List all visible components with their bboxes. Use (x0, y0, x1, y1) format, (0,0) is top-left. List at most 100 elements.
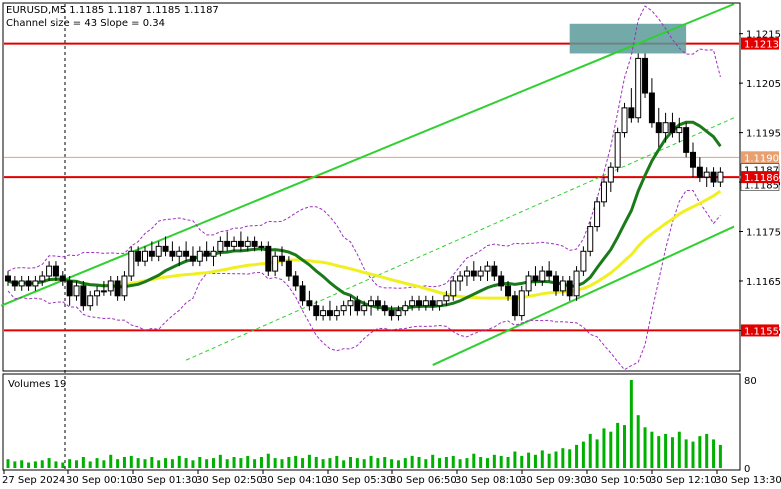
price-pane-frame (2, 2, 741, 372)
channel-lower (432, 225, 735, 366)
candle-body (285, 260, 292, 277)
time-tick-label: 30 Sep 12:10 (650, 475, 717, 486)
candle-body (189, 255, 196, 262)
candle-body (553, 275, 559, 292)
candle-body (258, 245, 265, 248)
candle-body (46, 265, 53, 277)
candle-body (559, 280, 566, 292)
candle-body (539, 270, 546, 282)
candle-body (203, 250, 210, 257)
candle-body (703, 171, 710, 178)
candle-body (532, 275, 539, 282)
candle-body (292, 275, 299, 287)
candle-body (422, 300, 429, 307)
candle-body (511, 295, 518, 317)
candle-body (573, 270, 580, 297)
horizontal-levels (4, 4, 739, 470)
candle-body (39, 275, 46, 282)
price-tick-label: 1.1205 (746, 79, 781, 90)
candle-body (155, 245, 162, 257)
candle-body (114, 280, 121, 297)
candle-body (94, 290, 101, 297)
candle-body (518, 290, 525, 317)
candle-body (648, 92, 655, 124)
time-tick-label: 27 Sep 2024 (2, 475, 65, 486)
candle-body (80, 285, 87, 307)
candle-body (121, 275, 128, 297)
candle-body (5, 275, 11, 282)
channel-upper (0, 3, 735, 307)
candle-body (176, 250, 183, 257)
volumes-label: Volumes 19 (8, 379, 66, 390)
candle-body (546, 270, 553, 277)
level-tag (741, 151, 779, 164)
candle-body (135, 250, 142, 262)
candle-body (368, 300, 375, 307)
candle-body (600, 181, 607, 203)
candle-body (388, 310, 395, 317)
candle-body (669, 122, 676, 134)
symbol-header: EURUSD,M5 1.1185 1.1187 1.1185 1.1187 (6, 5, 219, 16)
candle-body (313, 305, 320, 317)
candle-body (676, 127, 683, 134)
candle-body (642, 57, 649, 94)
candles (5, 53, 724, 321)
candle-body (717, 171, 724, 183)
candle-body (683, 127, 690, 153)
candle-body (217, 240, 224, 252)
candle-body (525, 275, 532, 292)
level-tag-label: 1.1213 (744, 40, 779, 51)
candle-body (340, 305, 347, 312)
candle-body (395, 310, 402, 317)
candle-body (142, 250, 148, 262)
candle-body (621, 107, 628, 134)
time-tick-label: 30 Sep 08:10 (455, 475, 522, 486)
candle-body (477, 270, 484, 277)
candle-body (169, 250, 176, 257)
candle-body (628, 107, 635, 119)
candle-body (457, 275, 464, 282)
axes: 1.1215 1.1205 1.1195 1.1185 1.1175 1.1165 1.11… (2, 30, 781, 486)
candle-body (484, 265, 491, 272)
time-tick-label: 30 Sep 04:10 (261, 475, 328, 486)
candle-body (374, 300, 381, 307)
candle-body (244, 240, 251, 247)
candle-body (614, 132, 621, 168)
candle-body (381, 305, 388, 312)
candle-body (66, 280, 73, 297)
level-tag-label: 1.1155 (744, 326, 779, 337)
level-tag (741, 324, 779, 337)
candle-body (210, 250, 217, 257)
volume-tick-label: 80 (744, 376, 757, 387)
candle-body (333, 310, 340, 317)
level-tag (741, 37, 779, 50)
time-tick-label: 30 Sep 00:10 (66, 475, 133, 486)
volume-bars (6, 380, 722, 468)
candle-body (279, 255, 285, 262)
candle-body (662, 122, 669, 134)
candle-body (470, 270, 477, 277)
band-upper (7, 5, 721, 289)
candle-body (491, 265, 498, 277)
candle-body (416, 300, 422, 307)
candle-body (231, 240, 238, 247)
candle-body (73, 285, 80, 297)
candle-body (299, 285, 306, 302)
time-tick-label: 30 Sep 05:30 (326, 475, 393, 486)
candle-body (505, 285, 512, 297)
candle-body (237, 240, 244, 247)
candle-body (100, 290, 107, 293)
candle-body (402, 305, 409, 312)
candle-body (566, 280, 573, 297)
candle-body (710, 171, 717, 183)
candle-body (224, 240, 231, 247)
candle-body (128, 250, 135, 277)
candle-body (361, 305, 368, 312)
time-tick-label: 30 Sep 13:30 (715, 475, 781, 486)
price-tick-label: 1.1195 (746, 129, 781, 140)
time-tick-label: 30 Sep 10:50 (585, 475, 652, 486)
price-tag-label: 1.1185 (744, 181, 779, 192)
candle-body (87, 295, 94, 307)
band-lower (7, 190, 721, 371)
